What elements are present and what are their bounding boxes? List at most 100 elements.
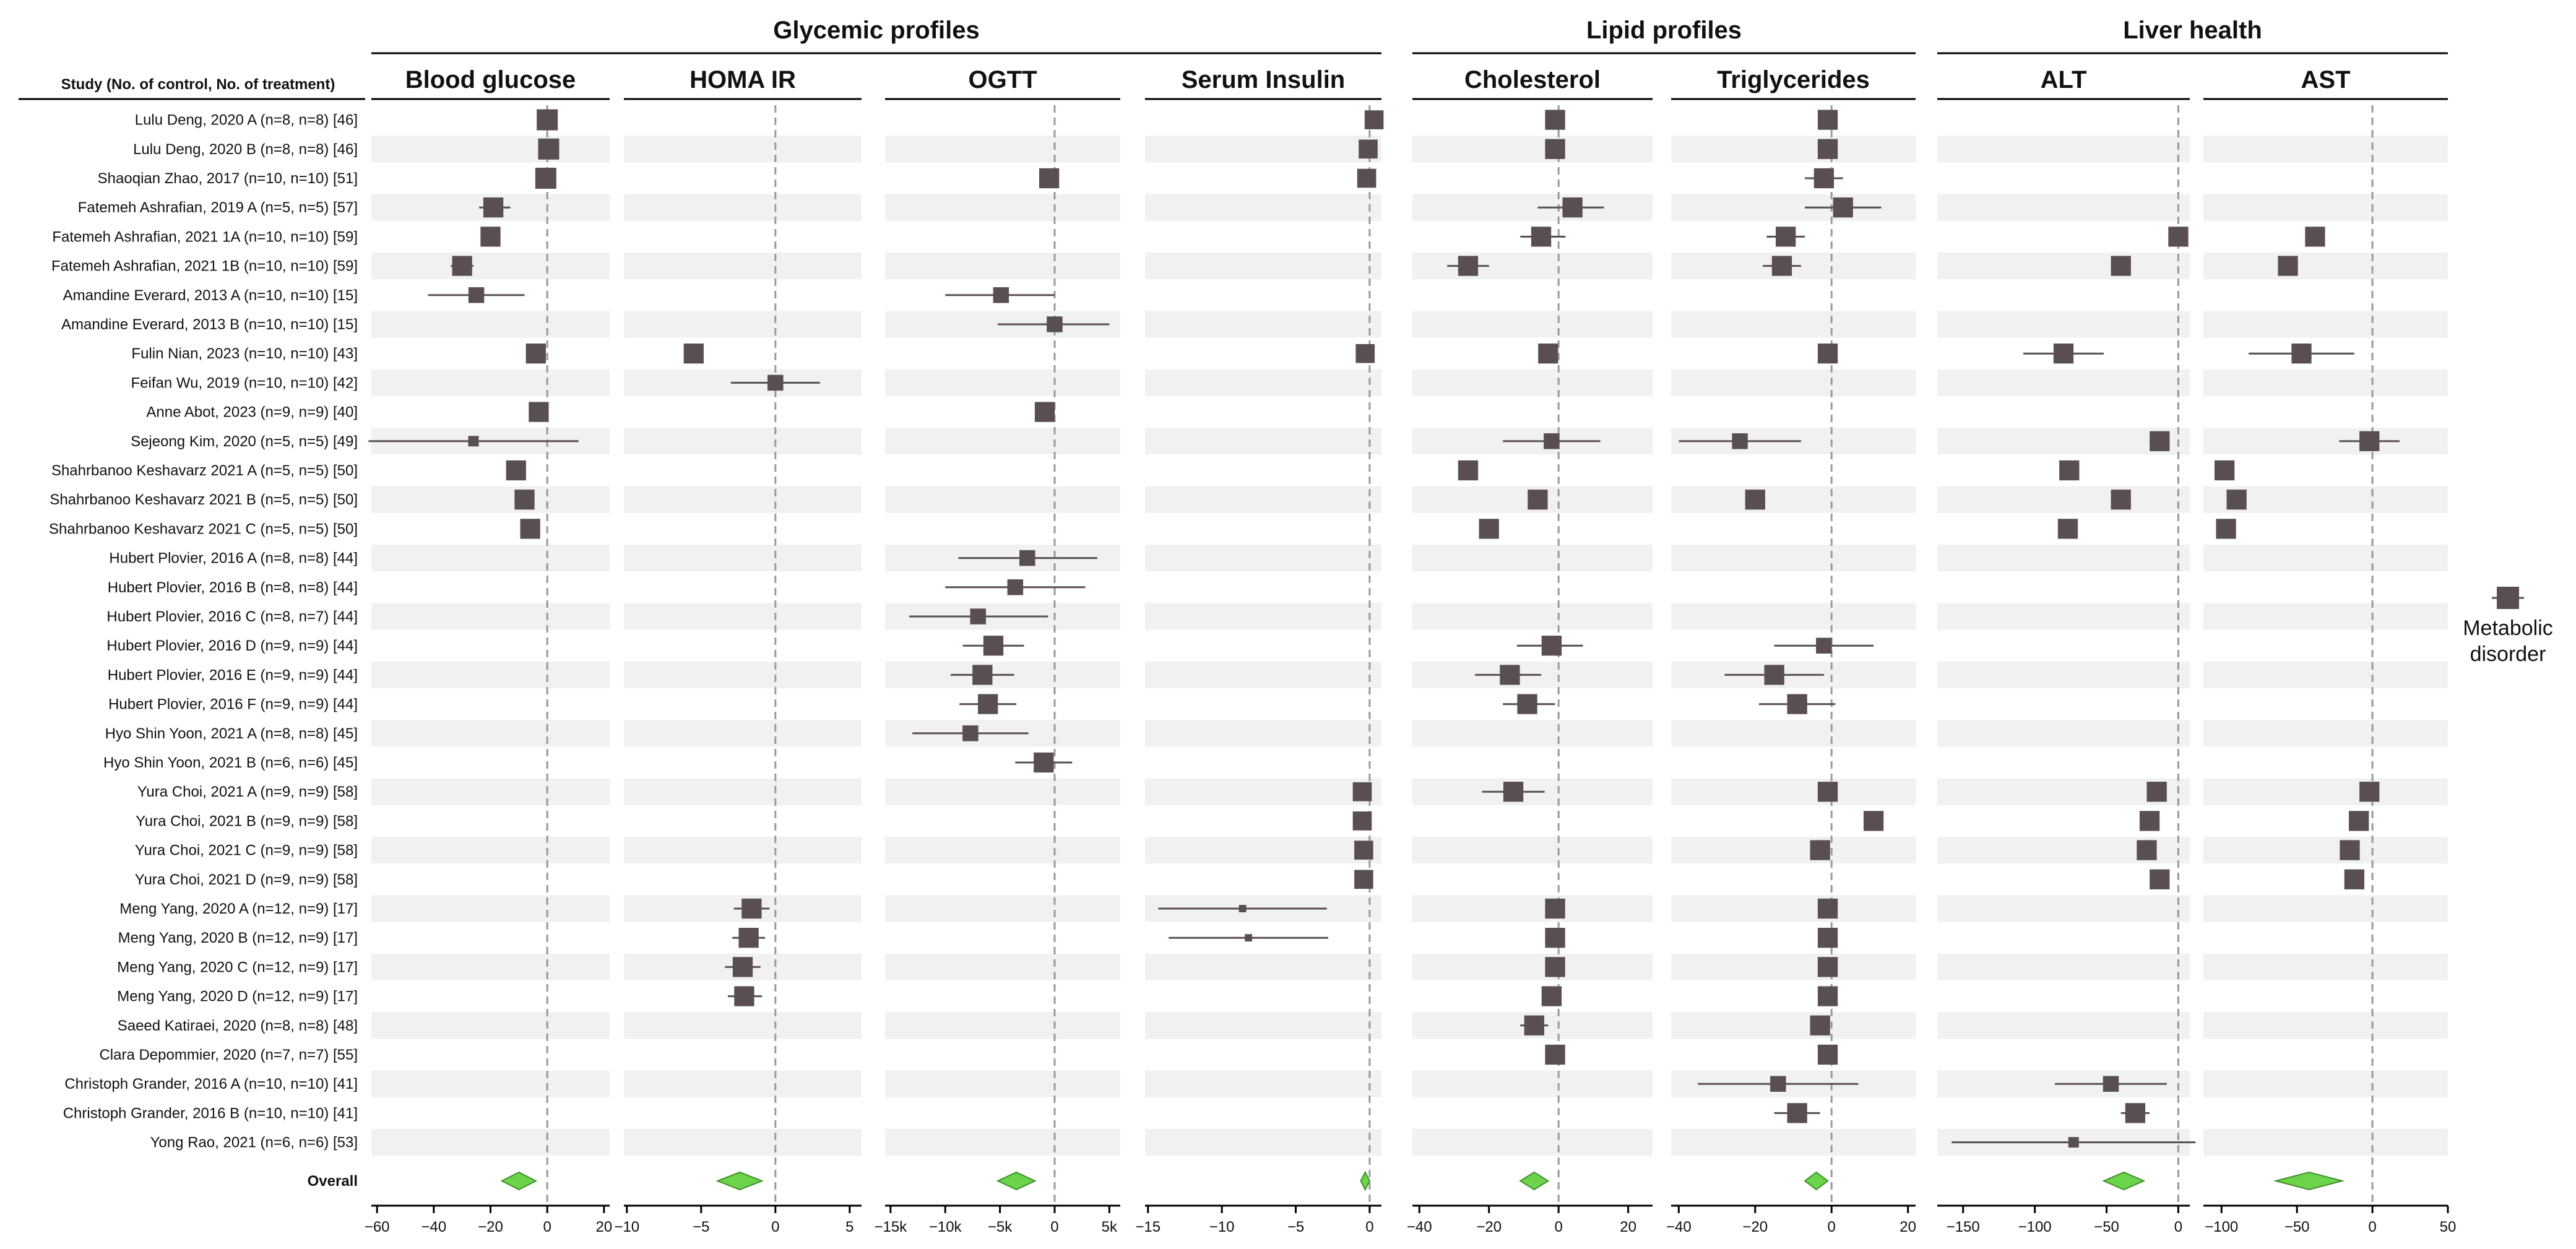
- effect-marker: [2103, 1076, 2119, 1092]
- row-shade: [371, 720, 610, 747]
- x-tick-label: 0: [1554, 1219, 1562, 1235]
- effect-marker: [2053, 344, 2074, 364]
- row-shade: [1937, 428, 2190, 455]
- overall-diamond: [2273, 1171, 2345, 1191]
- row-shade: [1671, 1012, 1916, 1039]
- legend-label-line: Metabolic: [2463, 616, 2553, 640]
- effect-marker: [1354, 870, 1373, 889]
- row-shade: [1412, 837, 1653, 864]
- row-shade: [624, 545, 862, 572]
- row-shade: [885, 369, 1120, 396]
- effect-marker: [2278, 256, 2298, 276]
- effect-marker: [1545, 957, 1565, 977]
- row-shade: [1937, 194, 2190, 221]
- effect-marker: [1562, 197, 1583, 218]
- effect-marker: [2214, 460, 2235, 481]
- effect-marker: [1524, 1015, 1544, 1035]
- effect-marker: [1813, 168, 1835, 189]
- effect-marker: [993, 287, 1009, 303]
- row-shade: [1145, 1129, 1381, 1156]
- row-shade: [1145, 1070, 1381, 1097]
- row-shade: [2203, 545, 2448, 572]
- effect-marker: [2137, 840, 2157, 860]
- row-shade: [1412, 194, 1653, 221]
- effect-marker: [1787, 694, 1807, 714]
- row-shade: [885, 194, 1120, 221]
- effect-marker: [1531, 227, 1552, 247]
- overall-label: Overall: [308, 1173, 358, 1190]
- row-shade: [2203, 603, 2448, 630]
- row-shade: [1671, 545, 1916, 572]
- row-shade: [624, 136, 862, 163]
- row-shade: [2203, 136, 2448, 163]
- effect-marker: [525, 344, 546, 364]
- effect-marker: [468, 287, 485, 303]
- row-shade: [1412, 369, 1653, 396]
- x-tick-label: −15: [1135, 1219, 1160, 1235]
- row-shade: [1145, 603, 1381, 630]
- effect-marker: [1245, 934, 1253, 942]
- row-shade: [1145, 661, 1381, 688]
- study-label: Shaoqian Zhao, 2017 (n=10, n=10) [51]: [98, 170, 358, 187]
- row-shade: [1412, 1129, 1653, 1156]
- effect-marker: [529, 402, 549, 422]
- x-tick-label: −15k: [874, 1219, 907, 1235]
- row-shade: [885, 1129, 1120, 1156]
- x-tick-label: −5: [693, 1219, 709, 1235]
- row-shade: [1671, 369, 1916, 396]
- effect-marker: [1771, 256, 1792, 276]
- x-tick-label: 50: [2440, 1219, 2457, 1235]
- row-shade: [1145, 428, 1381, 455]
- legend-label: Metabolic disorder: [2463, 616, 2553, 666]
- x-tick-label: −150: [1947, 1219, 1980, 1235]
- row-shade: [885, 486, 1120, 513]
- effect-marker: [1352, 811, 1372, 831]
- row-shade: [371, 1012, 610, 1039]
- study-label: Hubert Plovier, 2016 B (n=8, n=8) [44]: [108, 579, 358, 596]
- effect-marker: [1817, 928, 1838, 948]
- effect-marker: [1541, 986, 1562, 1006]
- x-tick-label: 5k: [1102, 1219, 1118, 1235]
- x-tick-label: 0: [2368, 1219, 2376, 1235]
- effect-marker: [535, 168, 556, 189]
- row-shade: [371, 369, 610, 396]
- study-label: Feifan Wu, 2019 (n=10, n=10) [42]: [131, 374, 358, 391]
- x-tick-label: 20: [595, 1219, 612, 1235]
- effect-marker: [1355, 344, 1375, 363]
- effect-marker: [2125, 1103, 2146, 1123]
- panel-title: Serum Insulin: [1182, 66, 1346, 93]
- effect-marker: [538, 138, 560, 160]
- row-shade: [371, 1129, 610, 1156]
- effect-marker: [1007, 579, 1024, 595]
- effect-marker: [1458, 460, 1479, 481]
- row-shade: [624, 661, 862, 688]
- study-label: Hubert Plovier, 2016 E (n=9, n=9) [44]: [108, 667, 358, 683]
- overall-diamond: [996, 1171, 1037, 1191]
- row-shade: [624, 1012, 862, 1039]
- effect-marker: [1039, 168, 1060, 189]
- study-label: Hubert Plovier, 2016 A (n=8, n=8) [44]: [109, 550, 358, 567]
- row-shade: [1145, 837, 1381, 864]
- x-tick-label: 0: [1365, 1219, 1373, 1235]
- effect-marker: [2150, 431, 2170, 451]
- x-tick-label: −100: [2205, 1219, 2238, 1235]
- effect-marker: [1357, 168, 1377, 188]
- study-label: Shahrbanoo Keshavarz 2021 B (n=5, n=5) […: [50, 491, 358, 508]
- effect-marker: [1816, 637, 1832, 654]
- row-shade: [371, 661, 610, 688]
- effect-marker: [972, 665, 993, 685]
- study-label: Meng Yang, 2020 B (n=12, n=9) [17]: [118, 930, 358, 946]
- study-label: Shahrbanoo Keshavarz 2021 C (n=5, n=5) […: [49, 521, 358, 537]
- effect-marker: [683, 344, 704, 364]
- legend-marker: [2497, 587, 2519, 609]
- row-shade: [624, 603, 862, 630]
- row-shade: [624, 428, 862, 455]
- effect-marker: [1479, 519, 1499, 539]
- row-shade: [1412, 895, 1653, 922]
- effect-marker: [468, 436, 479, 447]
- row-shade: [624, 778, 862, 805]
- row-shade: [1937, 1012, 2190, 1039]
- study-label: Meng Yang, 2020 D (n=12, n=9) [17]: [117, 988, 358, 1005]
- effect-marker: [1732, 433, 1748, 449]
- row-shade: [885, 837, 1120, 864]
